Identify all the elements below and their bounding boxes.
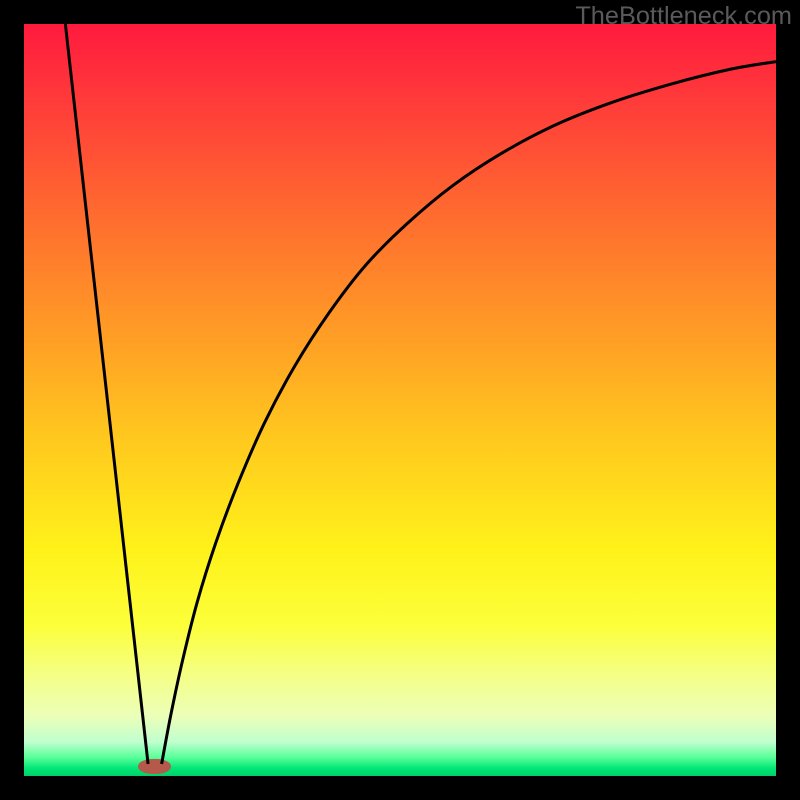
bottleneck-curve <box>24 24 776 776</box>
curve-right-segment <box>162 62 776 764</box>
plot-area <box>24 24 776 776</box>
watermark-text: TheBottleneck.com <box>575 2 792 31</box>
curve-left-segment <box>65 24 148 764</box>
chart-container: TheBottleneck.com <box>0 0 800 800</box>
